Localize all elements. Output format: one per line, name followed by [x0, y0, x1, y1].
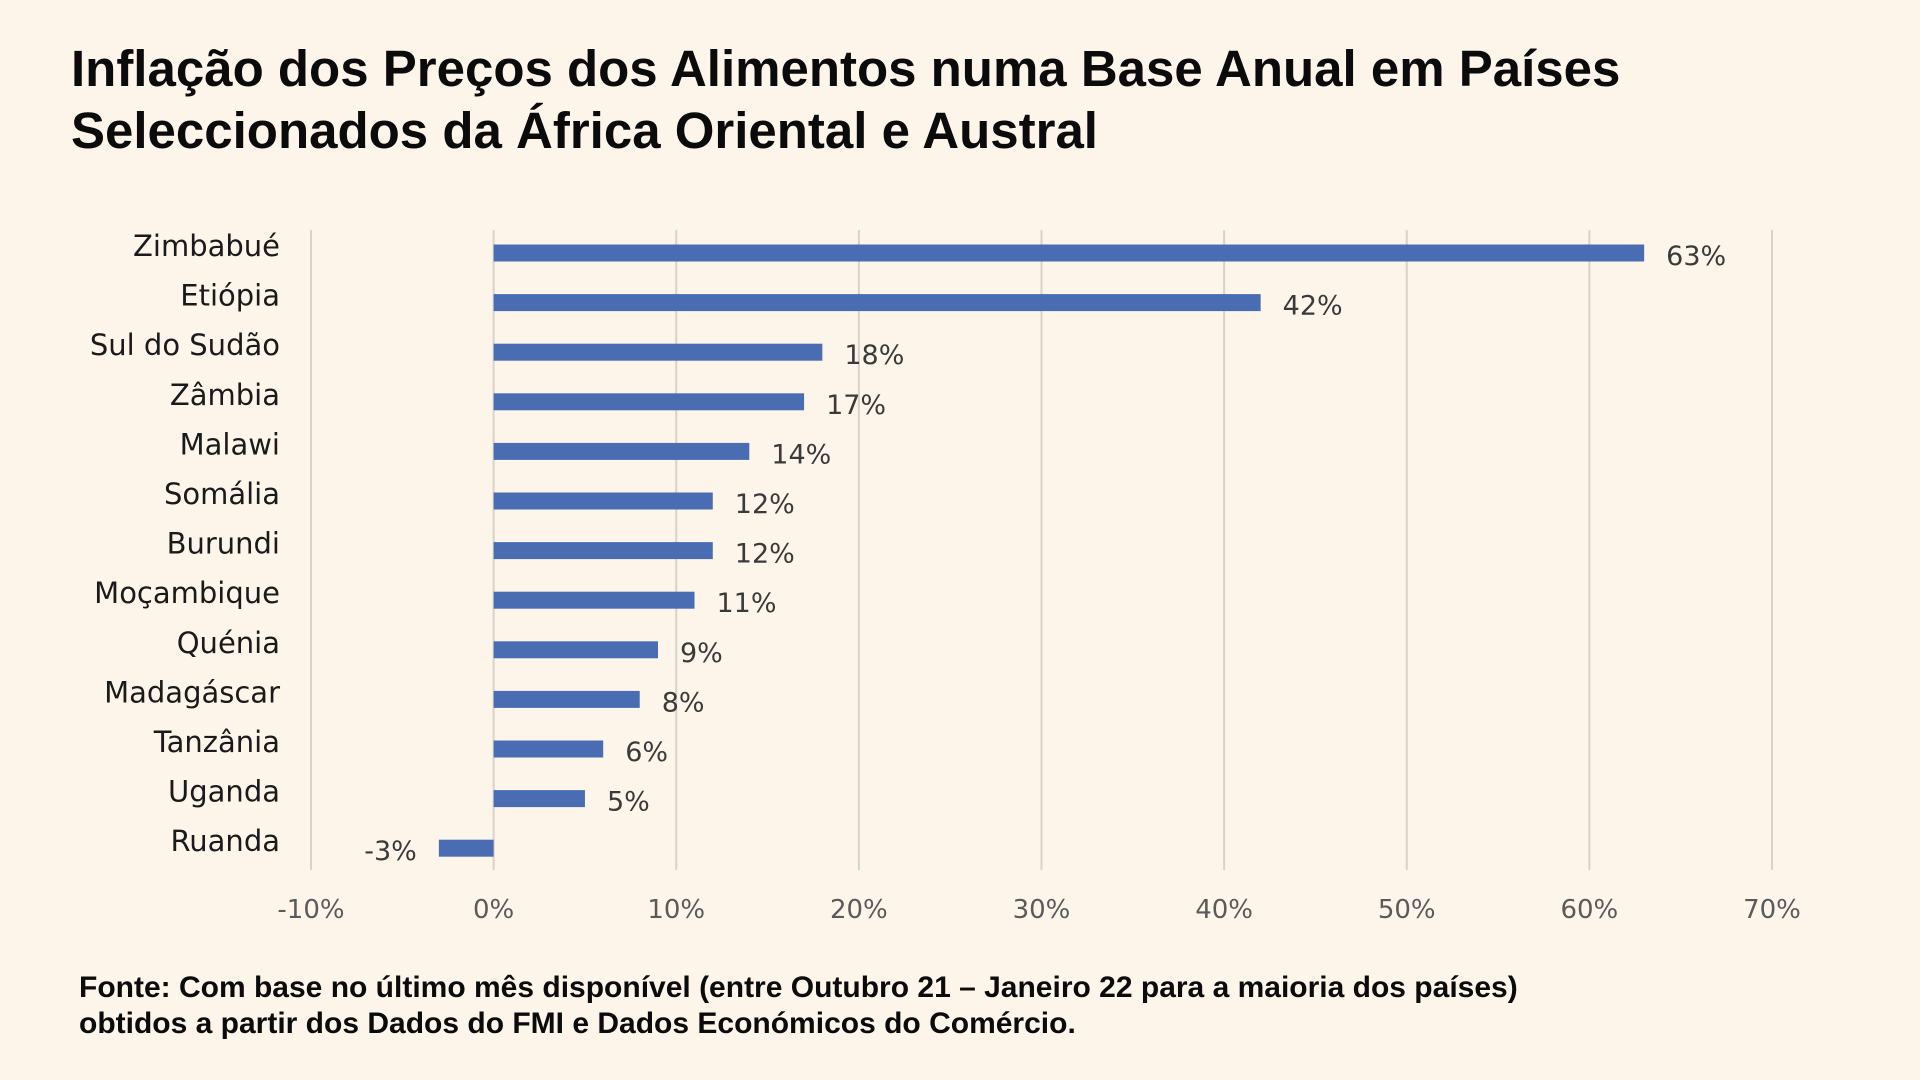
x-tick-label: 10% [647, 895, 705, 925]
data-label: 9% [680, 638, 723, 669]
data-label: 18% [844, 340, 904, 371]
source-note-line-1: Fonte: Com base no último mês disponível… [79, 971, 1518, 1004]
data-label: 11% [717, 588, 777, 619]
chart-title-line-2: Seleccionados da África Oriental e Austr… [71, 102, 1098, 159]
x-tick-label: 50% [1378, 895, 1436, 925]
bar [493, 690, 640, 708]
x-tick-label: 30% [1013, 895, 1071, 925]
data-label: -3% [364, 836, 417, 867]
x-tick-label: 20% [830, 895, 888, 925]
data-label: 12% [735, 539, 795, 570]
x-tick-label: 60% [1560, 895, 1618, 925]
category-label: Quénia [177, 626, 280, 660]
bar [493, 442, 750, 460]
data-label: 17% [826, 390, 886, 421]
data-label: 6% [625, 737, 668, 768]
data-label: 12% [735, 489, 795, 520]
bar-chart: -10% 0% 10% 20% 30% 40% 50% 60% 70% Zimbabué 63% Et… [90, 229, 1801, 925]
bar [493, 790, 585, 808]
x-tick-label: -10% [277, 895, 344, 925]
category-label: Malawi [180, 427, 280, 461]
source-note: Fonte: Com base no último mês disponível… [79, 970, 1779, 1042]
data-label: 63% [1666, 241, 1726, 272]
category-label: Moçambique [94, 576, 280, 610]
data-label: 14% [771, 439, 831, 470]
data-label: 8% [662, 687, 705, 718]
x-tick-label: 70% [1743, 895, 1801, 925]
category-label: Zâmbia [170, 378, 280, 412]
bar [493, 294, 1261, 312]
category-label: Tanzânia [153, 725, 280, 759]
category-label: Burundi [167, 527, 280, 561]
chart-title: Inflação dos Preços dos Alimentos numa B… [71, 38, 1831, 162]
bar [493, 393, 805, 411]
bar [493, 542, 713, 560]
chart-title-line-1: Inflação dos Preços dos Alimentos numa B… [71, 40, 1621, 97]
x-tick-label: 40% [1195, 895, 1253, 925]
bar [493, 343, 823, 361]
x-tick-label: 0% [473, 895, 514, 925]
bar [438, 839, 494, 857]
data-label: 5% [607, 787, 650, 818]
category-label: Sul do Sudão [90, 328, 280, 362]
category-label: Zimbabué [133, 229, 280, 263]
bar [493, 591, 695, 609]
bar [493, 740, 604, 758]
bar [493, 492, 713, 510]
category-label: Etiópia [180, 279, 280, 313]
bar [493, 244, 1645, 262]
source-note-line-2: obtidos a partir dos Dados do FMI e Dado… [79, 1007, 1076, 1040]
category-label: Uganda [168, 775, 280, 809]
category-label: Ruanda [170, 824, 280, 858]
bar [493, 641, 658, 659]
data-label: 42% [1283, 291, 1343, 322]
category-label: Madagáscar [104, 675, 280, 709]
category-label: Somália [164, 477, 280, 511]
